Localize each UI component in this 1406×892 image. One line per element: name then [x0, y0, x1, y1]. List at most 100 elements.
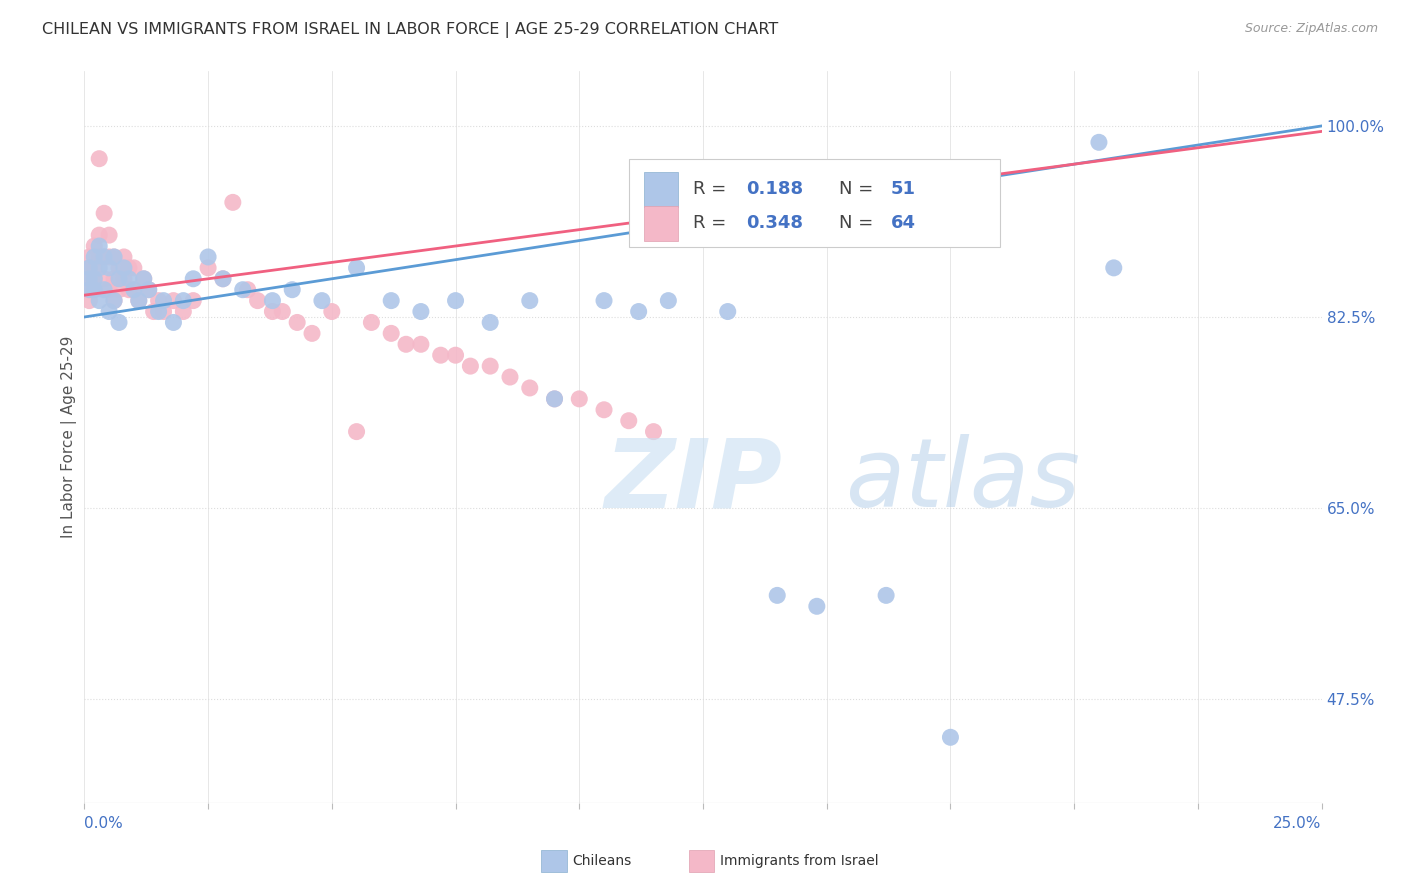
FancyBboxPatch shape — [628, 159, 1000, 247]
Point — [643, 425, 665, 439]
Text: R =: R = — [693, 214, 733, 233]
Point — [479, 315, 502, 329]
Point — [593, 402, 616, 417]
Point — [103, 293, 125, 308]
Point — [122, 283, 145, 297]
Text: 0.0%: 0.0% — [84, 816, 124, 831]
Point — [346, 260, 368, 275]
Bar — [644, 206, 678, 241]
Point — [543, 392, 565, 406]
Point — [79, 283, 101, 297]
Point — [395, 337, 418, 351]
Point — [1088, 136, 1111, 150]
Point — [118, 260, 141, 275]
Point — [409, 304, 432, 318]
Text: atlas: atlas — [845, 434, 1080, 527]
Point — [83, 272, 105, 286]
Text: R =: R = — [693, 180, 733, 198]
Point — [98, 283, 121, 297]
Text: Source: ZipAtlas.com: Source: ZipAtlas.com — [1244, 22, 1378, 36]
Point — [1102, 260, 1125, 275]
Point — [79, 272, 101, 286]
Point — [118, 283, 141, 297]
Point — [212, 272, 235, 286]
Text: N =: N = — [839, 214, 879, 233]
Point — [103, 250, 125, 264]
Point — [321, 304, 343, 318]
Point — [108, 260, 131, 275]
Point — [83, 239, 105, 253]
Point — [281, 283, 304, 297]
Point — [172, 304, 194, 318]
Point — [79, 260, 101, 275]
Point — [627, 304, 650, 318]
Text: 0.188: 0.188 — [747, 180, 803, 198]
Point — [181, 293, 204, 308]
Point — [148, 293, 170, 308]
Bar — [644, 171, 678, 207]
Point — [89, 260, 111, 275]
Point — [83, 283, 105, 297]
Point — [79, 260, 101, 275]
Point — [301, 326, 323, 341]
Point — [83, 250, 105, 264]
Point — [519, 293, 541, 308]
Point — [83, 283, 105, 297]
Point — [717, 304, 740, 318]
Point — [271, 304, 294, 318]
Point — [93, 206, 115, 220]
Point — [766, 588, 789, 602]
Text: 25.0%: 25.0% — [1274, 816, 1322, 831]
Point — [617, 414, 640, 428]
Point — [222, 195, 245, 210]
Point — [79, 283, 101, 297]
Y-axis label: In Labor Force | Age 25-29: In Labor Force | Age 25-29 — [62, 336, 77, 538]
Text: 51: 51 — [891, 180, 917, 198]
Point — [83, 260, 105, 275]
Point — [83, 272, 105, 286]
Point — [479, 359, 502, 373]
Point — [360, 315, 382, 329]
Point — [380, 293, 402, 308]
Point — [212, 272, 235, 286]
Point — [806, 599, 828, 614]
Point — [172, 293, 194, 308]
Point — [939, 731, 962, 745]
Point — [311, 293, 333, 308]
Point — [93, 272, 115, 286]
Text: Immigrants from Israel: Immigrants from Israel — [720, 854, 879, 868]
Point — [128, 293, 150, 308]
Point — [103, 272, 125, 286]
Point — [112, 272, 135, 286]
Point — [181, 272, 204, 286]
Point — [152, 304, 174, 318]
Point — [499, 370, 522, 384]
Point — [197, 250, 219, 264]
Point — [98, 250, 121, 264]
Point — [118, 272, 141, 286]
Point — [112, 260, 135, 275]
Point — [236, 283, 259, 297]
Point — [444, 293, 467, 308]
Point — [246, 293, 269, 308]
Point — [232, 283, 254, 297]
Point — [262, 304, 284, 318]
Text: ZIP: ZIP — [605, 434, 782, 527]
Point — [380, 326, 402, 341]
Text: 0.348: 0.348 — [747, 214, 803, 233]
Point — [444, 348, 467, 362]
Point — [108, 272, 131, 286]
Point — [568, 392, 591, 406]
Point — [103, 293, 125, 308]
Point — [429, 348, 451, 362]
Text: 64: 64 — [891, 214, 917, 233]
Text: CHILEAN VS IMMIGRANTS FROM ISRAEL IN LABOR FORCE | AGE 25-29 CORRELATION CHART: CHILEAN VS IMMIGRANTS FROM ISRAEL IN LAB… — [42, 22, 779, 38]
Point — [89, 152, 111, 166]
Point — [409, 337, 432, 351]
Point — [128, 293, 150, 308]
Point — [93, 250, 115, 264]
Point — [89, 293, 111, 308]
Point — [112, 250, 135, 264]
Text: N =: N = — [839, 180, 879, 198]
Point — [132, 272, 155, 286]
